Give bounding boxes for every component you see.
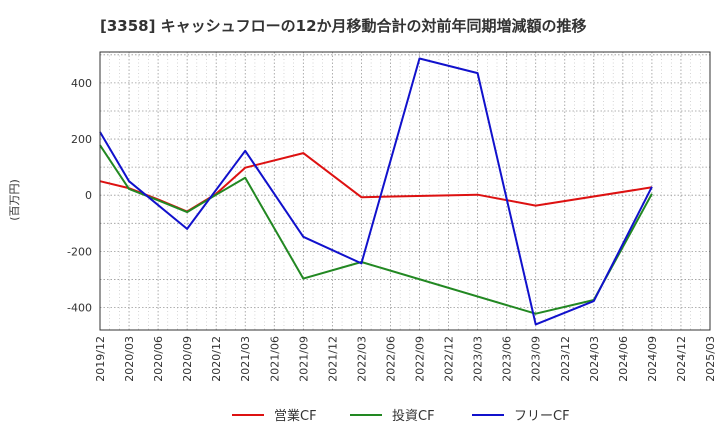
x-tick-label: 2022/12 [443, 336, 456, 382]
x-ticks: 2019/12 2020/03 2020/06 2020/09 2020/12 2021/… [94, 336, 717, 382]
x-tick-label: 2021/09 [297, 336, 310, 382]
legend: 営業CF 投資CF フリーCF [232, 408, 570, 424]
x-tick-label: 2024/06 [617, 336, 630, 382]
x-tick-label: 2023/03 [472, 336, 485, 382]
x-tick-label: 2021/06 [268, 336, 281, 382]
x-tick-label: 2022/09 [414, 336, 427, 382]
series-line [99, 152, 653, 213]
x-tick-label: 2020/03 [123, 336, 136, 382]
x-tick-label: 2024/12 [675, 336, 688, 382]
y-ticks: 400 200 0 -200 -400 [67, 77, 92, 315]
x-tick-label: 2025/03 [704, 336, 717, 382]
y-tick-label: 400 [71, 77, 92, 90]
legend-label: 営業CF [274, 408, 317, 424]
legend-label: フリーCF [514, 409, 570, 424]
x-tick-label: 2024/09 [646, 336, 659, 382]
legend-label: 投資CF [392, 408, 435, 424]
y-tick-label: -200 [67, 245, 92, 258]
x-tick-label: 2023/06 [501, 336, 514, 382]
chart-title: [3358] キャッシュフローの12か月移動合計の対前年同期増減額の推移 [100, 17, 587, 35]
x-tick-label: 2020/06 [152, 336, 165, 382]
x-tick-label: 2023/09 [530, 336, 543, 382]
x-tick-label: 2021/12 [326, 336, 339, 382]
x-tick-label: 2021/03 [239, 336, 252, 382]
x-tick-label: 2020/09 [181, 336, 194, 382]
x-tick-label: 2020/12 [210, 336, 223, 382]
series-line [99, 144, 653, 315]
x-tick-label: 2019/12 [94, 336, 107, 382]
x-tick-label: 2022/06 [384, 336, 397, 382]
y-tick-label: -400 [67, 302, 92, 315]
x-tick-label: 2023/12 [559, 336, 572, 382]
plot-frame [99, 51, 711, 331]
y-axis-label: (百万円) [8, 179, 21, 221]
y-tick-label: 200 [71, 133, 92, 146]
series-line [99, 57, 653, 326]
grid [99, 52, 711, 330]
y-tick-label: 0 [85, 189, 92, 202]
series-layer [99, 57, 653, 326]
x-tick-label: 2022/03 [355, 336, 368, 382]
x-tick-label: 2024/03 [588, 336, 601, 382]
